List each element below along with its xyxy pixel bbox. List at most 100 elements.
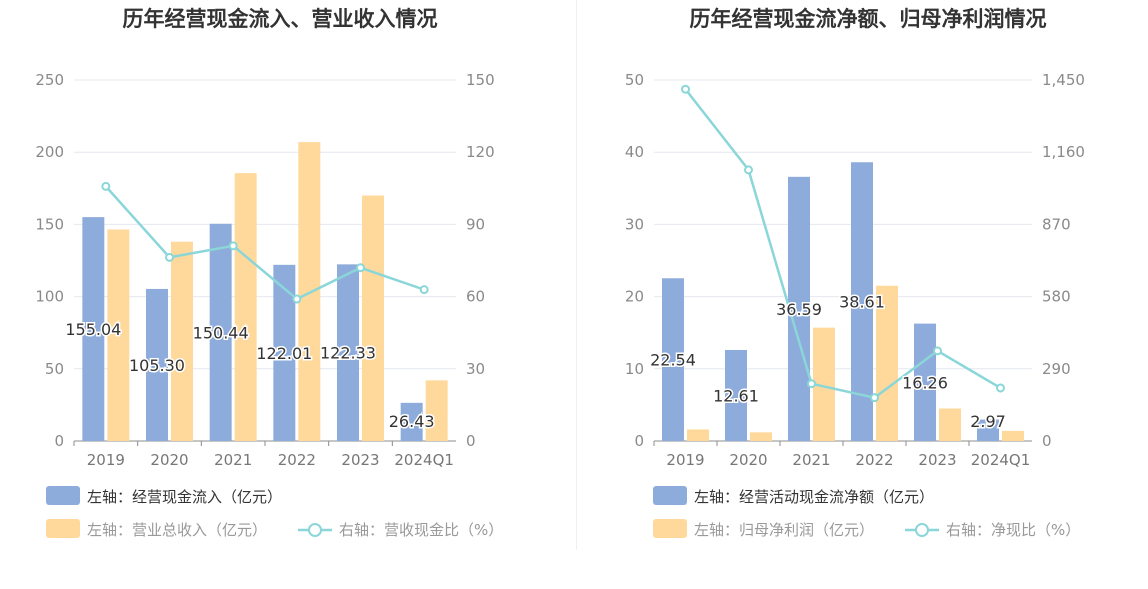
chart2-right-tick-label: 1,450 <box>1042 71 1085 89</box>
chart1-data-label: 150.44 <box>193 323 249 342</box>
chart1-bar-b <box>107 229 130 441</box>
chart2-bar-a <box>914 323 936 441</box>
chart1-bar-a <box>146 288 168 441</box>
chart1-line <box>104 185 425 301</box>
chart1-bar-b <box>425 380 448 441</box>
chart1-legend-swatch-a <box>46 486 80 505</box>
chart1-data-label: 26.43 <box>389 412 435 431</box>
chart2-bar-a <box>788 176 810 442</box>
chart2-line-point <box>744 165 753 175</box>
chart1-data-label: 105.30 <box>129 356 185 375</box>
chart1-bar-b <box>234 173 257 441</box>
chart2-bar-b <box>1002 430 1024 441</box>
chart2-line <box>684 88 1002 400</box>
chart2-bar-b <box>876 285 898 441</box>
chart2-line-point <box>933 346 942 356</box>
chart2-right-tick-label: 580 <box>1042 288 1071 306</box>
chart1-right-tick-label: 60 <box>466 288 485 306</box>
chart2-x-label: 2019 <box>666 451 704 469</box>
chart2-left-tick-label: 30 <box>625 215 644 233</box>
chart1-bar-a <box>209 223 232 441</box>
chart2-line-point <box>870 393 879 403</box>
chart1-line-point <box>165 252 174 262</box>
chart2-bar-a <box>851 162 873 442</box>
chart2-data-label: 38.61 <box>839 293 885 312</box>
chart2-data-label: 16.26 <box>902 373 948 392</box>
chart2-bar-b <box>813 327 835 441</box>
chart1-x-label: 2021 <box>214 451 252 469</box>
chart2-line-point <box>807 379 816 389</box>
chart2-legend-label-a: 左轴：经营活动现金流净额（亿元） <box>694 488 934 506</box>
chart1-left-tick-label: 150 <box>35 215 64 233</box>
chart2-right-tick-label: 870 <box>1042 215 1071 233</box>
chart2-legend-swatch-point <box>915 523 929 537</box>
chart1-line-point <box>101 181 111 191</box>
chart1-right-tick-label: 120 <box>466 143 495 161</box>
chart1-data-label: 122.01 <box>256 344 312 363</box>
chart2-bar-b <box>750 432 772 441</box>
chart1-bar-a <box>273 264 296 441</box>
chart1-right-tick-label: 150 <box>466 71 495 89</box>
chart2-x-label: 2020 <box>729 451 767 469</box>
chart2-bar-a <box>725 349 747 441</box>
chart1-title: 历年经营现金流入、营业收入情况 <box>123 7 438 31</box>
chart2-right-tick-label: 0 <box>1042 432 1052 450</box>
chart1-x-label: 2023 <box>341 451 379 469</box>
chart2-title: 历年经营现金流净额、归母净利润情况 <box>690 7 1047 31</box>
chart1-line-point <box>356 263 365 273</box>
chart1-left-tick-label: 0 <box>54 432 64 450</box>
chart2-bar-b <box>939 408 961 441</box>
chart2-line-point <box>681 84 690 94</box>
chart2-x-label: 2021 <box>792 451 830 469</box>
chart1-x-label: 2022 <box>278 451 316 469</box>
chart1-data-label: 122.33 <box>320 344 376 363</box>
chart1-bar-b <box>171 241 193 441</box>
chart2-legend-label-b: 左轴：归母净利润（亿元） <box>694 521 874 539</box>
chart2-data-label: 22.54 <box>650 351 696 370</box>
chart2-right-tick-label: 1,160 <box>1042 143 1085 161</box>
chart2-x-label: 2023 <box>918 451 956 469</box>
chart1-legend-label-b: 左轴：营业总收入（亿元） <box>87 521 267 539</box>
chart1-left-tick-label: 50 <box>45 360 64 378</box>
chart2-bar-b <box>687 429 709 441</box>
chart1-right-tick-label: 30 <box>466 360 485 378</box>
chart1-left-tick-label: 100 <box>35 288 64 306</box>
chart2-left-tick-label: 0 <box>634 432 644 450</box>
chart1-bar-a <box>400 402 423 441</box>
chart2-left-tick-label: 20 <box>625 288 644 306</box>
chart2-line-point <box>996 383 1005 393</box>
chart1-left-tick-label: 200 <box>35 143 64 161</box>
chart1-line-point <box>228 241 238 251</box>
chart1-bar-a <box>82 217 105 441</box>
chart1-legend-swatch-b <box>46 519 80 538</box>
chart1-x-label: 2020 <box>150 451 188 469</box>
chart2-legend-swatch-a <box>653 486 687 505</box>
chart2-left-tick-label: 50 <box>625 71 644 89</box>
chart2-right-tick-label: 290 <box>1042 360 1071 378</box>
panel-divider <box>576 0 577 550</box>
chart1-data-label: 155.04 <box>65 320 121 339</box>
chart1-legend-label-line: 右轴：营收现金比（%） <box>339 521 503 539</box>
chart1-legend-swatch-point <box>308 523 322 537</box>
chart1-x-label: 2019 <box>87 451 125 469</box>
chart2-left-tick-label: 10 <box>625 360 644 378</box>
chart1-left-tick-label: 250 <box>35 71 64 89</box>
chart2-legend-label-line: 右轴：净现比（%） <box>946 521 1080 539</box>
chart1-legend-label-a: 左轴：经营现金流入（亿元） <box>87 488 282 506</box>
chart2-bar-a <box>662 278 684 441</box>
chart2-data-label: 12.61 <box>713 386 759 405</box>
chart1-x-label: 2024Q1 <box>394 451 454 469</box>
chart1-right-tick-label: 90 <box>466 215 485 233</box>
chart2-data-label: 36.59 <box>776 300 822 319</box>
chart2-x-label: 2024Q1 <box>971 451 1031 469</box>
chart1-bar-a <box>337 264 359 441</box>
chart2-x-label: 2022 <box>855 451 893 469</box>
chart2-bar-a <box>977 419 999 441</box>
chart1-line-point <box>419 285 429 295</box>
chart1-bar-b <box>362 195 384 441</box>
chart2-left-tick-label: 40 <box>625 143 644 161</box>
chart2-legend-swatch-b <box>653 519 687 538</box>
chart1-line-point <box>292 294 302 304</box>
chart1-right-tick-label: 0 <box>466 432 476 450</box>
